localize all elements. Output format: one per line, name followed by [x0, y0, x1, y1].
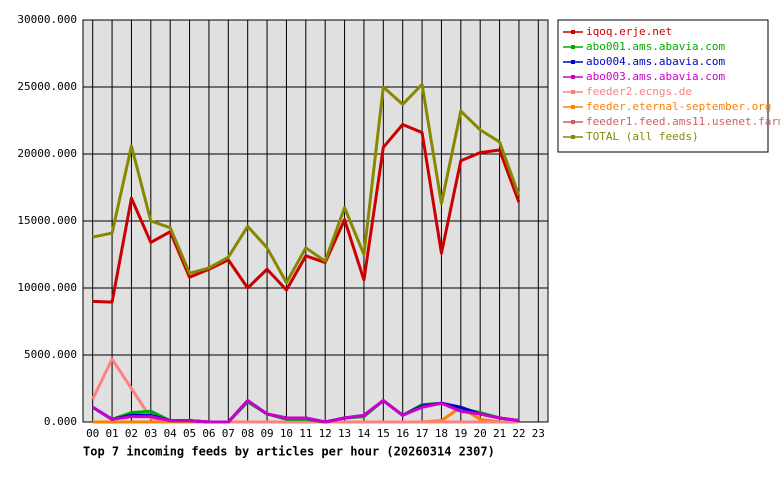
legend-label: abo001.ams.abavia.com — [586, 40, 725, 53]
x-tick-label: 15 — [377, 427, 390, 440]
x-tick-label: 00 — [86, 427, 99, 440]
legend-marker — [571, 45, 575, 49]
legend-label: feeder1.feed.ams11.usenet.farm — [586, 115, 780, 128]
x-tick-label: 23 — [532, 427, 545, 440]
series-line — [91, 399, 520, 424]
x-tick-label: 03 — [144, 427, 157, 440]
y-tick-label: 25000.000 — [17, 80, 77, 93]
y-tick-label: 30000.000 — [17, 13, 77, 26]
x-tick-label: 16 — [396, 427, 409, 440]
x-tick-label: 12 — [319, 427, 332, 440]
y-tick-label: 20000.000 — [17, 147, 77, 160]
legend-label: iqoq.erje.net — [586, 25, 672, 38]
x-tick-label: 17 — [415, 427, 428, 440]
legend-label: abo004.ams.abavia.com — [586, 55, 725, 68]
legend-marker — [571, 105, 575, 109]
legend-label: feeder.eternal-september.org — [586, 100, 771, 113]
x-tick-label: 11 — [299, 427, 312, 440]
legend-label: feeder2.ecngs.de — [586, 85, 692, 98]
x-tick-label: 14 — [357, 427, 371, 440]
x-tick-label: 13 — [338, 427, 351, 440]
x-tick-label: 19 — [454, 427, 467, 440]
series-line — [92, 123, 521, 304]
y-tick-label: 10000.000 — [17, 281, 77, 294]
legend-label: TOTAL (all feeds) — [586, 130, 699, 143]
x-tick-label: 01 — [105, 427, 118, 440]
x-tick-label: 22 — [512, 427, 525, 440]
x-tick-label: 07 — [222, 427, 235, 440]
legend-box — [557, 19, 769, 153]
chart-title: Top 7 incoming feeds by articles per hou… — [83, 445, 495, 459]
legend-label: abo003.ams.abavia.com — [586, 70, 725, 83]
legend-marker — [571, 30, 575, 34]
x-tick-label: 18 — [435, 427, 448, 440]
x-tick-label: 04 — [164, 427, 178, 440]
x-tick-label: 21 — [493, 427, 506, 440]
x-tick-label: 09 — [260, 427, 273, 440]
x-tick-label: 05 — [183, 427, 196, 440]
legend-marker — [571, 120, 575, 124]
y-tick-label: 15000.000 — [17, 214, 77, 227]
series-line — [92, 82, 521, 285]
legend-marker — [571, 60, 575, 64]
legend-marker — [571, 135, 575, 139]
y-tick-label: 0.000 — [44, 415, 77, 428]
x-tick-label: 20 — [474, 427, 487, 440]
x-tick-label: 06 — [202, 427, 215, 440]
x-tick-label: 02 — [125, 427, 138, 440]
x-tick-label: 08 — [241, 427, 254, 440]
legend-marker — [571, 75, 575, 79]
x-tick-label: 10 — [280, 427, 293, 440]
y-tick-label: 5000.000 — [24, 348, 77, 361]
legend-marker — [571, 90, 575, 94]
